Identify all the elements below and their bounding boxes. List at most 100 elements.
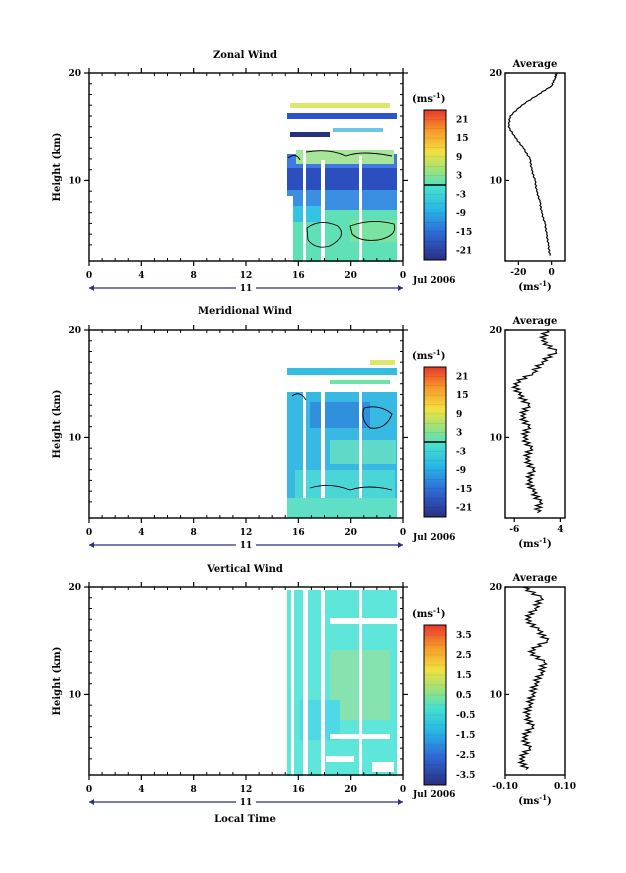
day-bar-arrow-right [398,285,403,291]
data-gap [291,590,294,776]
average-x-label-base: (ms [518,539,539,550]
colorbar-tick-label: -0.5 [456,711,475,721]
x-tick-label: 0 [86,271,92,281]
panel-zonal: Zonal Wind [213,50,397,262]
average-x-tick-label: 4 [557,525,563,535]
average-frame [504,72,566,262]
colorbar-tick-label: -15 [456,228,472,238]
data-gap [303,590,308,776]
data-gap [326,756,354,762]
day-label: 11 [240,284,253,294]
average-y-tick-label: 10 [489,433,502,443]
x-tick-label: 12 [240,785,253,795]
colorbar-unit-exp: -1 [433,91,441,100]
average-y-tick-label: 10 [489,176,502,186]
data-gap [287,196,293,262]
colorbar-unit: (ms-1) [412,91,445,105]
colorbar-tick-label: -21 [456,247,472,257]
data-gap [321,160,325,262]
x-axis-label: Local Time [214,814,276,825]
colorbar-tick-label: 3 [456,429,462,439]
average-title: Average [512,59,558,70]
colorbar-tick-label: 9 [456,410,462,420]
colorbar-tick-label: -2.5 [456,751,475,761]
colorbar-unit: (ms-1) [412,348,445,362]
average-profile-line [507,72,558,256]
contour [287,155,301,161]
average-x-label-base: (ms [518,282,539,293]
day-bar-arrow-left [89,799,94,805]
colorbar-tick-label: -3 [456,190,466,200]
data-gap [372,762,394,772]
x-tick-label: 16 [292,528,305,538]
colorbar-unit-base: (ms [412,351,433,362]
heatmap-cells [287,360,397,518]
x-tick-label: 0 [400,785,406,795]
panel-vertical: Vertical Wind [206,564,397,776]
x-tick-label: 12 [240,271,253,281]
colorbar-unit-close: ) [441,351,446,362]
data-gap [359,156,362,262]
panel-title: Zonal Wind [213,50,277,61]
x-tick-label: 20 [344,271,357,281]
average-y-tick-label: 20 [489,69,502,79]
colorbar-tick-label: -1.5 [456,731,475,741]
day-bar-arrow-left [89,542,94,548]
x-tick-label: 4 [138,785,144,795]
heatmap-cells [287,103,397,262]
colorbar-tick-label: 21 [456,115,469,125]
colorbar-tick-label: 9 [456,153,462,163]
colorbar-tick-label: 2.5 [456,651,472,661]
colorbar-unit-exp: -1 [433,348,441,357]
data-gap [359,590,362,776]
contour [291,393,307,401]
colorbar-tick-label: 15 [456,134,469,144]
x-tick-label: 0 [400,271,406,281]
colorbar-tick-label: 1.5 [456,671,472,681]
colorbar-unit-exp: -1 [433,606,441,615]
y-tick-label: 20 [68,69,81,79]
data-cell [330,380,390,384]
panel-title: Vertical Wind [206,564,283,575]
day-bar-arrow-left [89,285,94,291]
average-x-tick-label: -20 [510,268,526,278]
contour [306,222,343,248]
average-x-label-close: ) [547,796,552,807]
average-x-label: (ms-1) [518,279,551,293]
data-cell [290,103,390,108]
average-profile-line [510,329,558,514]
average-x-tick-label: -0.10 [492,782,518,792]
data-cell [287,498,397,518]
data-gap [321,392,325,506]
month-label: Jul 2006 [412,790,455,800]
average-frame [504,586,566,776]
colorbar-tick-label: -3.5 [456,771,475,781]
colorbar-tick-label: -15 [456,485,472,495]
day-label-bg [236,796,256,806]
panel-meridional: Meridional Wind [198,306,397,518]
day-bar-arrow-right [398,542,403,548]
day-label: 11 [240,798,253,808]
y-tick-label: 20 [68,583,81,593]
average-x-label-close: ) [547,539,552,550]
colorbar-unit-close: ) [441,94,446,105]
y-axis-label: Height (km) [52,647,63,716]
colorbar-tick-label: -9 [456,466,466,476]
contour-lines [291,393,393,491]
x-tick-label: 20 [344,528,357,538]
x-tick-label: 0 [86,528,92,538]
month-label: Jul 2006 [412,276,455,286]
data-cell [287,368,397,375]
contour [305,150,393,157]
colorbar-tick-label: -3 [456,447,466,457]
data-gap [359,392,362,506]
x-tick-label: 4 [138,528,144,538]
day-label-bg [236,282,256,292]
y-axis-label: Height (km) [52,390,63,459]
colorbar [423,624,447,786]
colorbar-tick-label: 3 [456,172,462,182]
data-cell [290,132,330,137]
